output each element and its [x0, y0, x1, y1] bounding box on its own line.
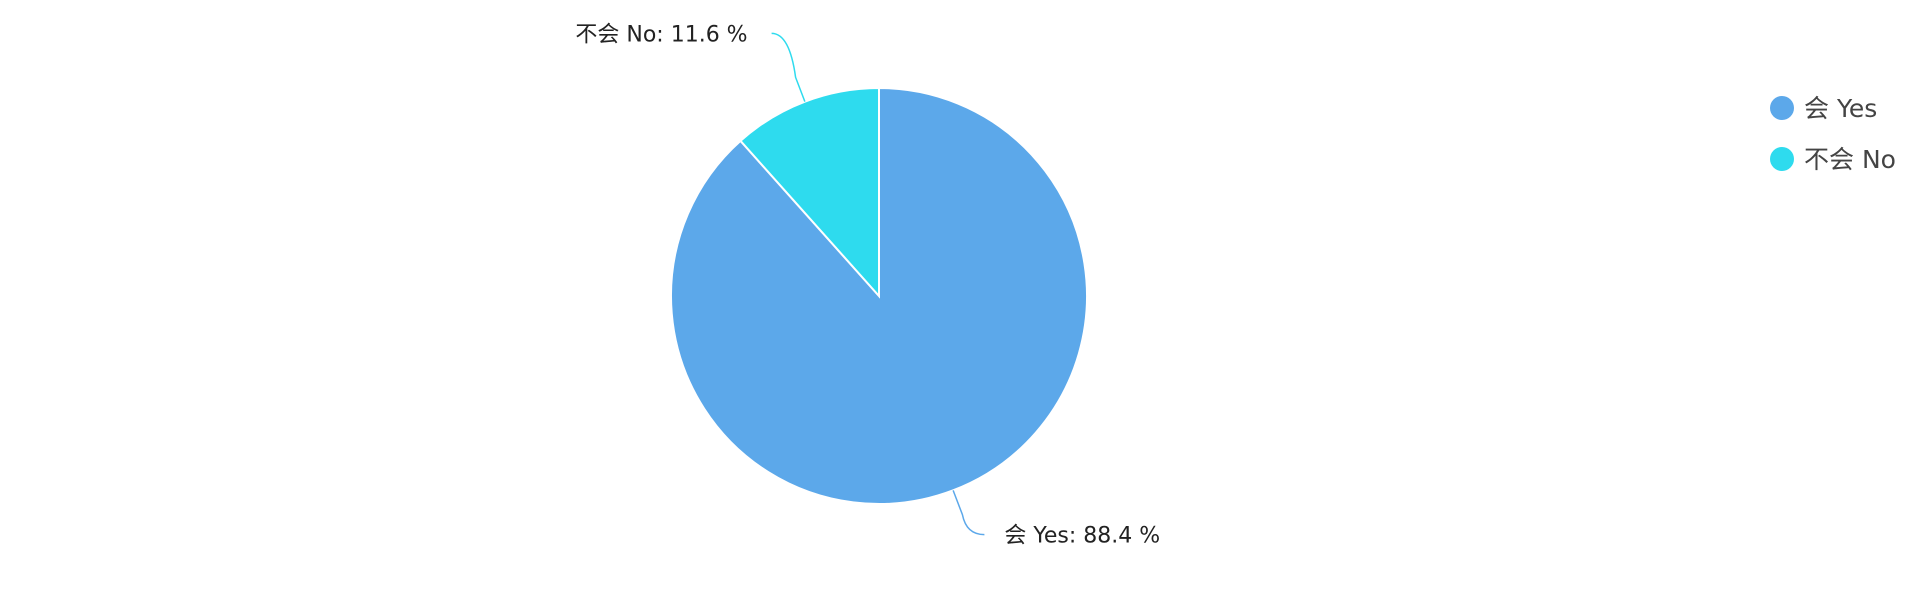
legend-marker-0 [1770, 96, 1794, 120]
legend-item-1[interactable]: 不会 No [1770, 145, 1896, 174]
legend-label-0: 会 Yes [1804, 94, 1877, 123]
leader-lines-layer [771, 32, 985, 536]
legend-marker-1 [1770, 147, 1794, 171]
pie-slice-1[interactable] [739, 86, 880, 299]
slice-labels-layer: 会 Yes: 88.4 % 不会 No: 11.6 % [575, 22, 1160, 548]
leader-line-0 [952, 490, 985, 536]
legend-label-1: 不会 No [1804, 145, 1896, 174]
legend[interactable]: 会 Yes 不会 No [1770, 94, 1896, 174]
legend-item-0[interactable]: 会 Yes [1770, 94, 1877, 123]
slice-label-1: 不会 No: 11.6 % [575, 22, 747, 47]
leader-line-1 [771, 32, 806, 102]
slices-layer [670, 86, 1088, 505]
slice-label-0: 会 Yes: 88.4 % [1004, 524, 1160, 549]
